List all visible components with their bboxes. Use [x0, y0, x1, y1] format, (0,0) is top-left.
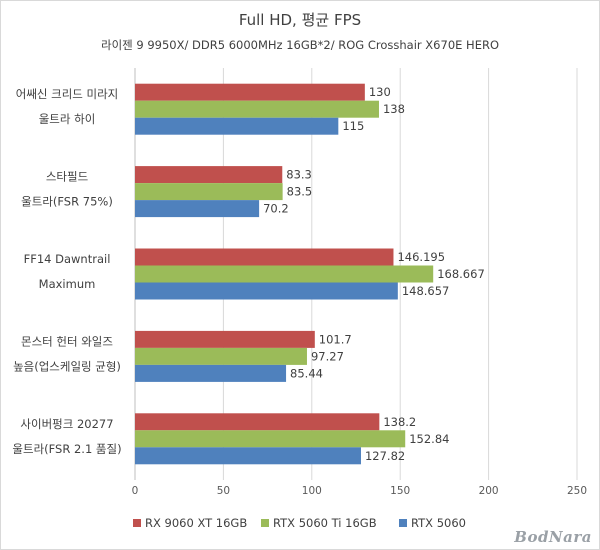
- bar: [135, 364, 287, 382]
- x-tick-label: 100: [302, 485, 322, 497]
- bar: [135, 183, 283, 201]
- legend-swatch: [133, 519, 141, 527]
- legend: RX 9060 XT 16GB RTX 5060 Ti 16GB RTX 5060: [133, 516, 466, 530]
- bar: [135, 430, 406, 448]
- data-label: 168.667: [437, 267, 485, 281]
- data-label: 138: [383, 102, 405, 116]
- bars: [135, 83, 434, 465]
- bar: [135, 166, 283, 184]
- data-label: 83.5: [287, 185, 313, 199]
- bar: [135, 330, 315, 348]
- bar: [135, 347, 307, 365]
- category-label: FF14 Dawntrail: [24, 252, 111, 266]
- legend-label: RX 9060 XT 16GB: [145, 516, 247, 530]
- category-label: 사이버펑크 20277: [20, 417, 113, 431]
- category-label: 몬스터 헌터 와일즈: [21, 334, 113, 348]
- bar: [135, 265, 434, 283]
- category-label: 어쌔신 크리드 미라지: [16, 87, 119, 101]
- category-label: 스타필드: [46, 170, 88, 184]
- data-label: 148.657: [402, 284, 450, 298]
- bar: [135, 282, 398, 300]
- category-label: 높음(업스케일링 균형): [13, 359, 121, 373]
- category-label: Maximum: [39, 277, 96, 291]
- data-label: 152.84: [409, 432, 449, 446]
- legend-label: RTX 5060: [411, 516, 466, 530]
- x-tick-label: 0: [132, 485, 139, 497]
- data-label: 146.195: [397, 250, 445, 264]
- bar: [135, 447, 361, 465]
- data-label: 130: [369, 85, 391, 99]
- bar: [135, 117, 339, 135]
- data-label: 115: [342, 119, 364, 133]
- value-labels: 130 138 115 83.3 83.5 70.2 146.195 168.667 148.6…: [263, 85, 485, 463]
- legend-swatch: [399, 519, 407, 527]
- x-tick-labels: 0 50 100 150 200 250: [132, 485, 587, 497]
- bar: [135, 200, 260, 218]
- chart-subtitle: 라이젠 9 9950X/ DDR5 6000MHz 16GB*2/ ROG Cr…: [100, 38, 500, 52]
- data-label: 83.3: [286, 168, 312, 182]
- data-label: 70.2: [263, 202, 289, 216]
- legend-swatch: [261, 519, 269, 527]
- x-tick-label: 250: [567, 485, 587, 497]
- category-label: 울트라(FSR 75%): [21, 195, 113, 209]
- x-tick-label: 200: [479, 485, 499, 497]
- bar: [135, 83, 365, 101]
- data-label: 101.7: [319, 332, 352, 346]
- data-label: 138.2: [383, 415, 416, 429]
- bar: [135, 413, 380, 431]
- bar: [135, 248, 394, 266]
- category-label: 울트라 하이: [39, 112, 96, 126]
- bar: [135, 100, 379, 118]
- data-label: 127.82: [365, 449, 405, 463]
- data-label: 85.44: [290, 366, 323, 380]
- bodnara-watermark: BodNara: [514, 528, 592, 546]
- x-tick-label: 50: [217, 485, 230, 497]
- category-label: 울트라(FSR 2.1 품질): [12, 442, 121, 456]
- chart-title: Full HD, 평균 FPS: [238, 11, 362, 29]
- x-tick-label: 150: [390, 485, 410, 497]
- legend-label: RTX 5060 Ti 16GB: [273, 516, 377, 530]
- data-label: 97.27: [311, 349, 344, 363]
